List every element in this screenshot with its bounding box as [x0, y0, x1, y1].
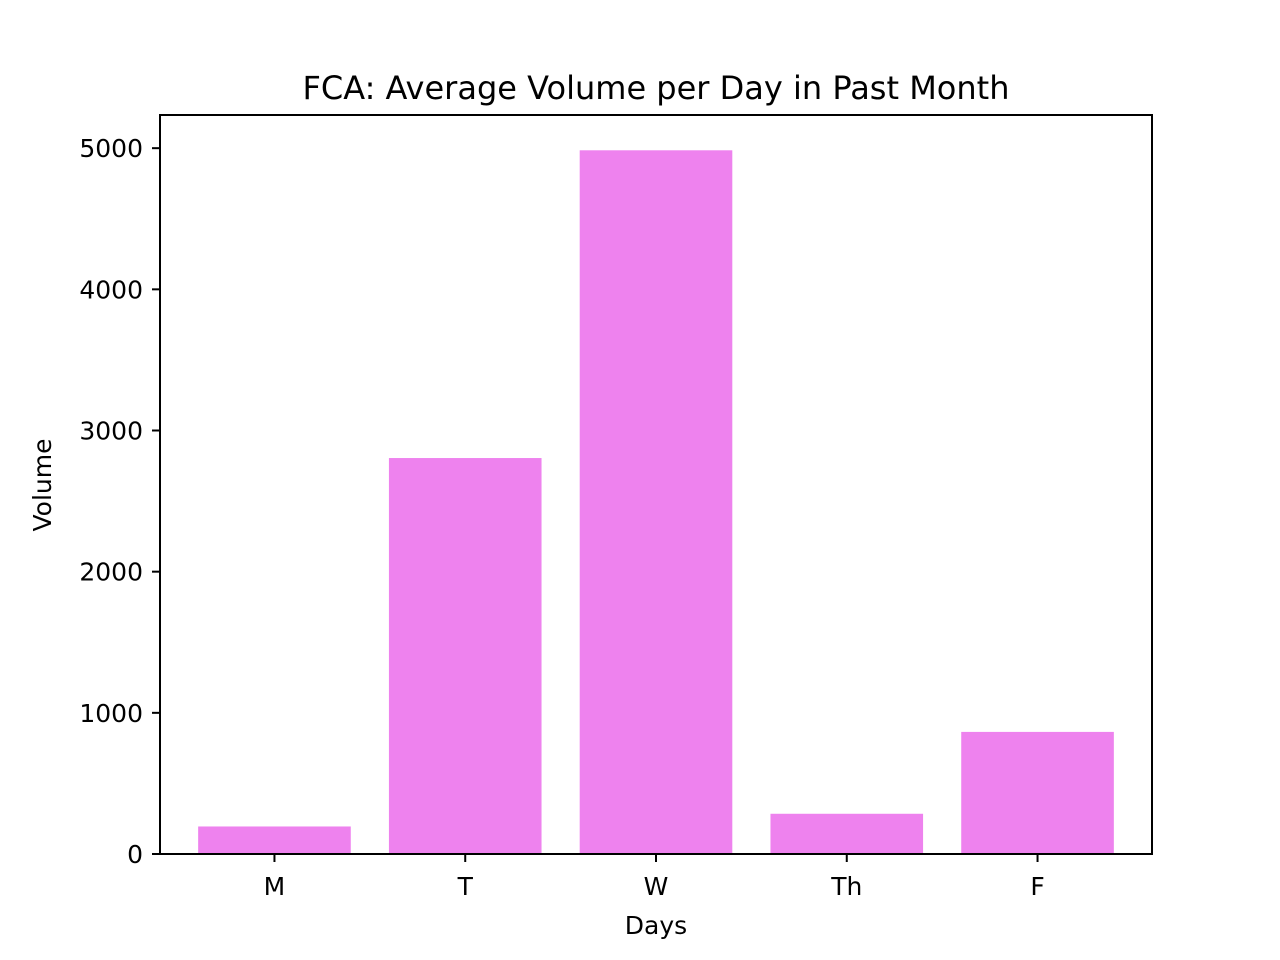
x-tick-label: F [1030, 872, 1044, 901]
y-axis-label: Volume [28, 439, 57, 532]
y-tick-label: 1000 [79, 699, 143, 728]
bar-th [770, 813, 924, 854]
x-tick-label: W [644, 872, 669, 901]
y-tick-label: 0 [127, 840, 143, 869]
y-tick-label: 5000 [79, 134, 143, 163]
x-axis-label: Days [625, 911, 687, 940]
y-axis-ticks: 0 1000 2000 3000 4000 5000 [79, 134, 160, 869]
x-tick-label: M [264, 872, 286, 901]
x-tick-label: Th [830, 872, 862, 901]
bar-group [198, 150, 1114, 854]
bar-w [579, 150, 733, 854]
y-tick-label: 3000 [79, 417, 143, 446]
bar-t [388, 458, 542, 854]
bar-m [198, 826, 351, 854]
plot-frame [159, 114, 1153, 855]
bar-f [961, 731, 1114, 854]
x-axis-ticks: M T W Th F [264, 854, 1045, 901]
y-tick-label: 2000 [79, 558, 143, 587]
x-tick-label: T [457, 872, 474, 901]
y-tick-label: 4000 [79, 275, 143, 304]
chart-title: FCA: Average Volume per Day in Past Mont… [303, 69, 1010, 107]
